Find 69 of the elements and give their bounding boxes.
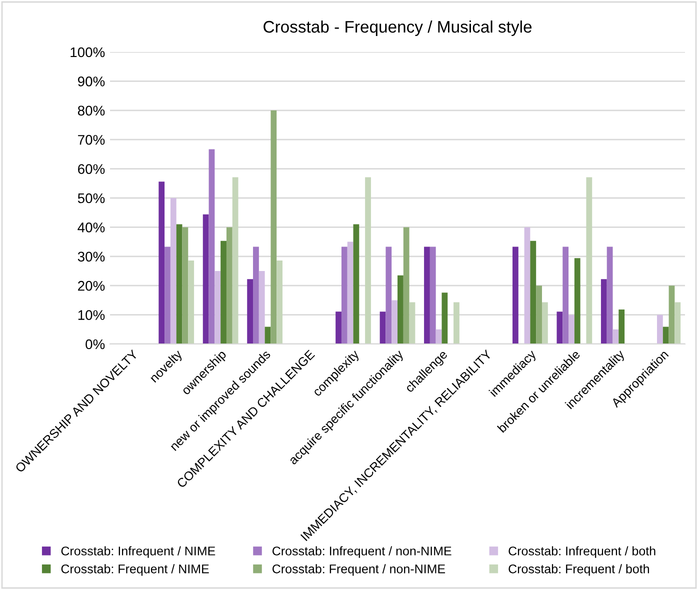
bar	[556, 312, 563, 344]
y-tick-label: 0%	[86, 339, 105, 350]
legend-label: Crosstab: Infrequent / non-NIME	[272, 546, 452, 558]
bar	[353, 224, 360, 344]
legend-label: Crosstab: Infrequent / NIME	[61, 546, 216, 558]
bar	[442, 292, 448, 344]
bar	[176, 224, 182, 344]
bar	[574, 258, 580, 344]
bar	[247, 279, 254, 344]
bar	[600, 279, 607, 344]
bar	[258, 271, 265, 344]
bar	[436, 329, 442, 344]
bar	[424, 246, 430, 344]
bar	[188, 260, 194, 344]
bar	[214, 271, 221, 344]
y-tick-label: 40%	[78, 222, 105, 232]
bar	[562, 246, 569, 344]
bar	[512, 246, 518, 344]
bar	[454, 302, 460, 344]
bar	[208, 149, 215, 344]
bar	[365, 177, 371, 344]
bar	[164, 246, 170, 344]
legend-label: Crosstab: Infrequent / both	[508, 546, 656, 558]
bar	[656, 314, 663, 344]
y-tick-label: 10%	[78, 310, 105, 320]
bar	[170, 198, 176, 344]
bar	[392, 300, 398, 344]
bar	[524, 227, 530, 344]
bar	[336, 312, 342, 344]
legend-label: Crosstab: Frequent / non-NIME	[272, 564, 446, 576]
legend-label: Crosstab: Frequent / both	[508, 564, 649, 576]
bar	[380, 312, 386, 344]
bar	[430, 246, 436, 344]
bar	[542, 302, 548, 344]
bar	[276, 260, 282, 344]
bar	[341, 246, 348, 344]
legend-label: Crosstab: Frequent / NIME	[61, 564, 209, 576]
bar	[270, 110, 277, 344]
bar	[530, 240, 536, 344]
bar	[386, 246, 392, 344]
bar	[536, 286, 542, 344]
y-tick-label: 80%	[78, 106, 105, 116]
y-tick-label: 30%	[78, 252, 105, 262]
bar	[409, 302, 416, 344]
y-tick-label: 60%	[78, 164, 105, 174]
bar	[586, 177, 592, 344]
bar	[182, 227, 188, 344]
bar	[568, 314, 574, 344]
bar	[226, 227, 232, 344]
bar	[220, 240, 226, 344]
bar	[612, 329, 619, 344]
y-tick-label: 50%	[78, 193, 105, 204]
bar	[662, 326, 669, 344]
bar	[618, 310, 625, 344]
y-tick-label: 70%	[78, 134, 105, 145]
bar	[606, 246, 613, 344]
y-tick-label: 100%	[70, 47, 105, 58]
bar	[403, 227, 410, 344]
bar	[232, 177, 238, 344]
chart-title: Crosstab - Frequency / Musical style	[264, 20, 532, 36]
y-tick-label: 90%	[78, 76, 105, 86]
bar	[674, 302, 681, 344]
bar	[158, 182, 165, 344]
bar	[253, 246, 259, 344]
y-tick-label: 20%	[78, 280, 105, 291]
bar	[398, 275, 404, 344]
bar	[202, 214, 209, 344]
bar	[668, 286, 675, 344]
bar	[347, 242, 354, 344]
